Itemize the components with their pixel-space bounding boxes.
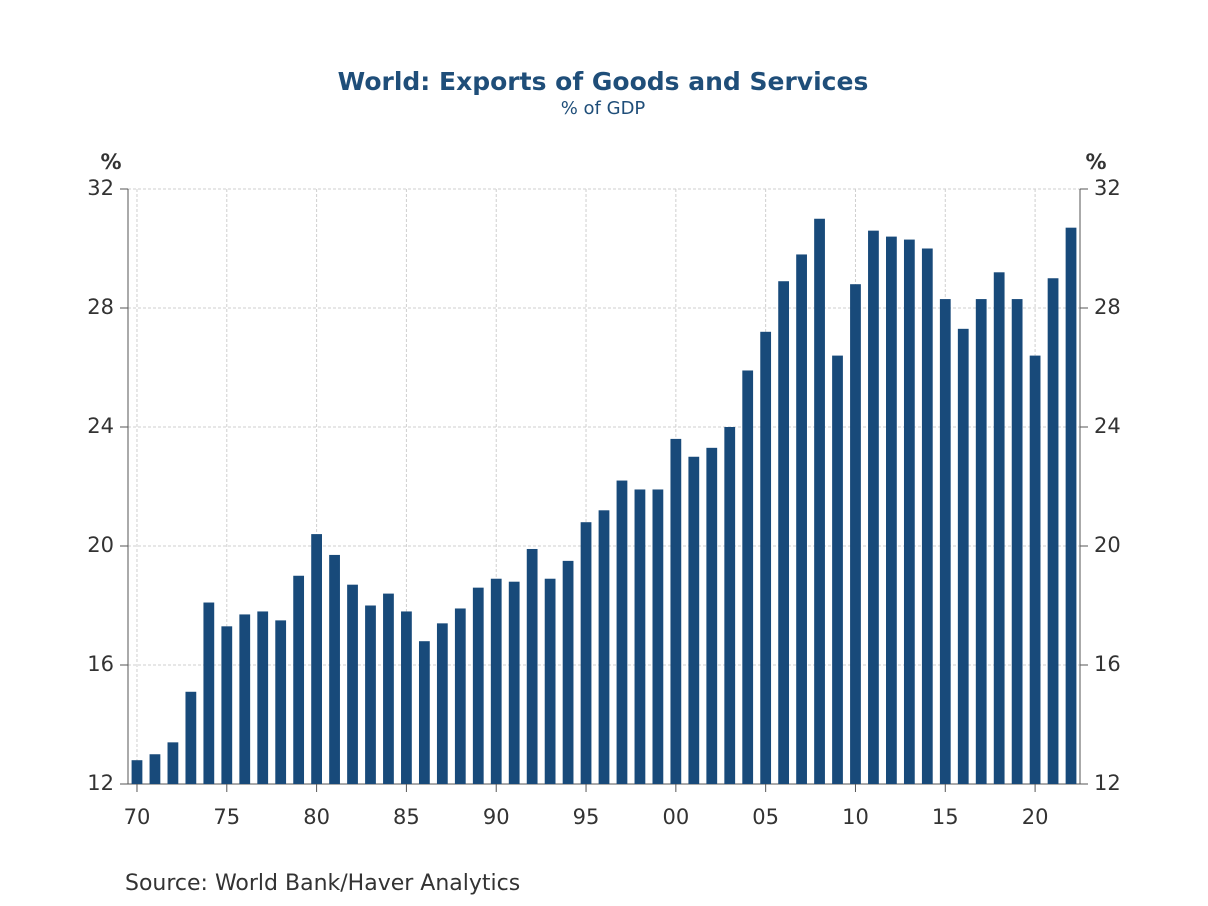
bar (131, 760, 143, 784)
bar (293, 575, 305, 784)
bar (939, 299, 951, 784)
chart-subtitle: % of GDP (561, 98, 646, 119)
bar (616, 480, 628, 784)
bar (418, 641, 430, 784)
x-tick-label: 00 (662, 805, 689, 829)
bar (221, 626, 233, 784)
bar (1047, 278, 1059, 784)
bar (203, 602, 215, 784)
bar (778, 281, 790, 784)
bar (544, 578, 556, 784)
bar (365, 605, 376, 784)
y2-tick-label: 20 (1094, 533, 1121, 557)
bar (832, 355, 843, 784)
bar (383, 593, 394, 784)
chart-title: World: Exports of Goods and Services (338, 67, 869, 96)
bar (436, 623, 448, 784)
bar (490, 578, 502, 784)
bar (634, 489, 646, 784)
bar (652, 489, 664, 784)
bar (814, 218, 825, 784)
bar (760, 331, 772, 784)
bar (975, 299, 987, 784)
bar (347, 584, 358, 784)
source-note: Source: World Bank/Haver Analytics (125, 871, 520, 896)
bar (311, 534, 322, 784)
bar (239, 614, 251, 784)
y2-tick-label: 28 (1094, 295, 1121, 319)
x-tick-label: 10 (842, 805, 869, 829)
bar (724, 427, 736, 784)
bar (167, 742, 179, 784)
y2-axis-label: % (1085, 150, 1106, 174)
x-tick-label: 85 (393, 805, 420, 829)
x-tick-label: 80 (303, 805, 330, 829)
bar (508, 581, 520, 784)
y-tick-label: 24 (87, 414, 114, 438)
x-tick-label: 20 (1022, 805, 1049, 829)
bar (580, 522, 592, 784)
y2-tick-label: 24 (1094, 414, 1121, 438)
bar (688, 456, 700, 784)
bar (562, 560, 574, 784)
bar (706, 447, 718, 784)
bar (472, 587, 484, 784)
x-tick-label: 70 (124, 805, 151, 829)
bar (185, 691, 197, 784)
bar (1011, 299, 1023, 784)
y2-tick-label: 32 (1094, 176, 1121, 200)
bar (868, 230, 879, 784)
x-tick-label: 75 (213, 805, 240, 829)
bar (993, 272, 1005, 784)
bar (742, 370, 754, 784)
y-axis-label: % (100, 150, 121, 174)
bar (598, 510, 610, 784)
x-tick-label: 95 (573, 805, 600, 829)
bar (454, 608, 466, 784)
y-tick-label: 28 (87, 295, 114, 319)
y2-tick-label: 16 (1094, 652, 1121, 676)
bar (1065, 227, 1077, 785)
bar (401, 611, 412, 784)
x-tick-label: 15 (932, 805, 959, 829)
bar (921, 248, 933, 784)
y-tick-label: 12 (87, 771, 114, 795)
y-tick-label: 16 (87, 652, 114, 676)
x-tick-label: 90 (483, 805, 510, 829)
bar (886, 236, 897, 785)
bar (670, 438, 682, 784)
bar (275, 620, 287, 784)
bar (1029, 355, 1041, 784)
x-tick-label: 05 (752, 805, 779, 829)
bar (957, 328, 969, 784)
bar (329, 554, 340, 784)
bar (850, 284, 861, 784)
bar (903, 239, 915, 784)
y2-tick-label: 12 (1094, 771, 1121, 795)
bar (257, 611, 269, 784)
y-tick-label: 20 (87, 533, 114, 557)
bar (526, 548, 538, 784)
bar (149, 754, 161, 784)
bar (796, 254, 807, 784)
y-tick-label: 32 (87, 176, 114, 200)
